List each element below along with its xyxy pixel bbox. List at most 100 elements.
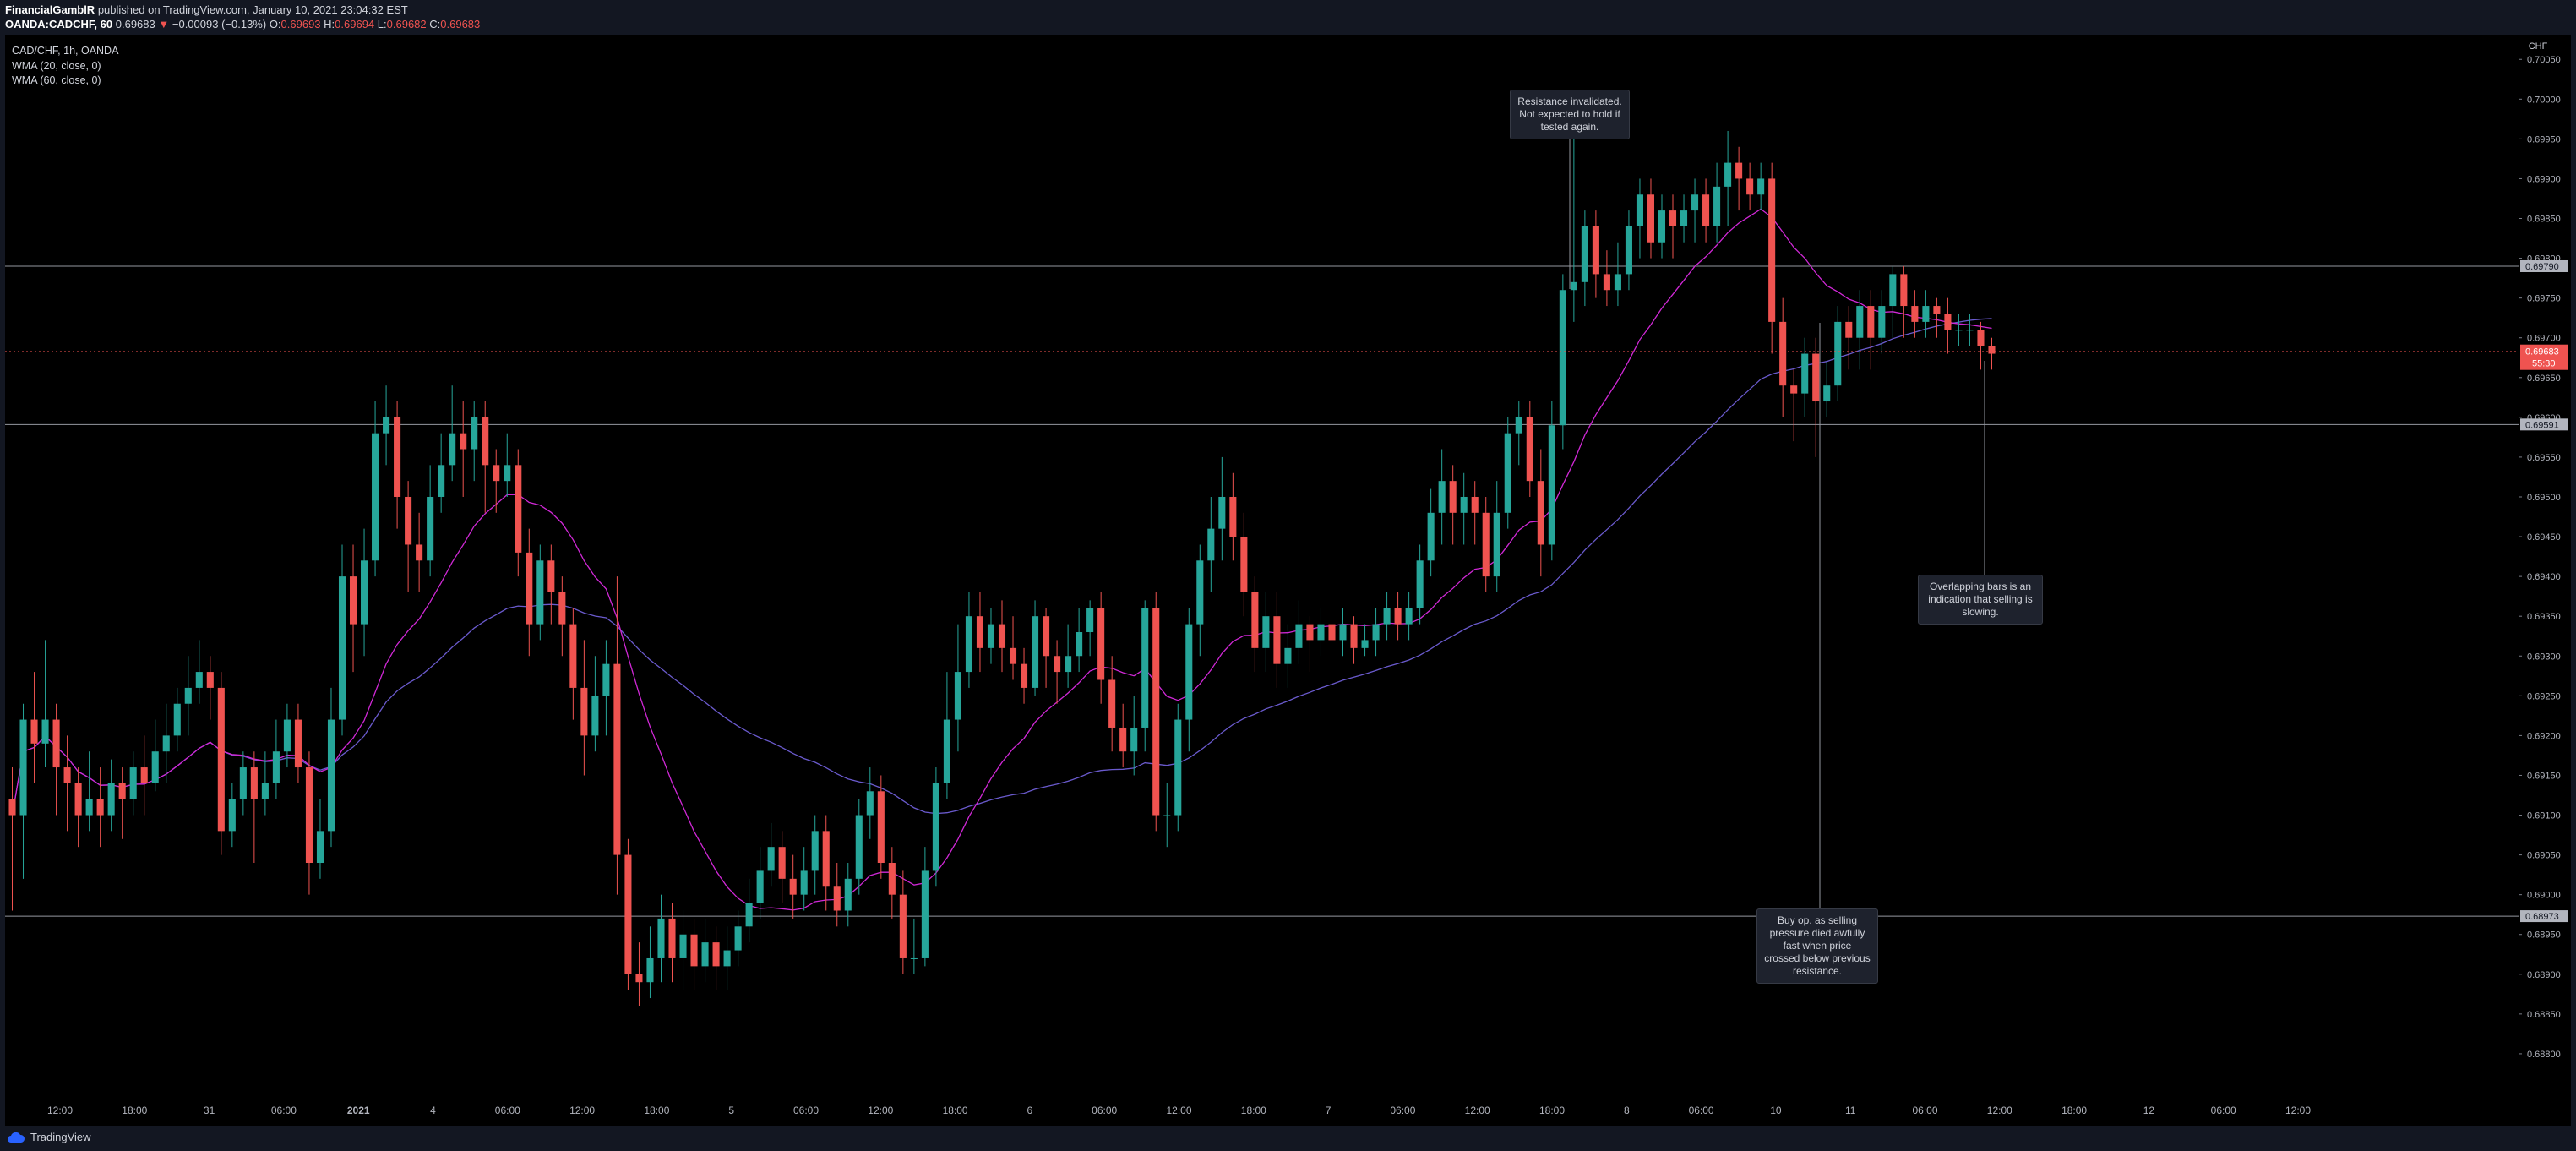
y-tick-label: 0.69550 xyxy=(2527,453,2561,463)
y-tick-label: 0.68800 xyxy=(2527,1050,2561,1060)
x-tick-label: 18:00 xyxy=(943,1105,968,1116)
candle-down xyxy=(1043,616,1050,657)
candle-down xyxy=(217,687,225,832)
y-tick-label: 0.68950 xyxy=(2527,930,2561,941)
candle-up xyxy=(1207,528,1215,561)
candle-up xyxy=(745,903,753,927)
candle-up xyxy=(1504,433,1511,513)
candle-down xyxy=(1449,481,1457,513)
candle-up xyxy=(504,465,511,482)
candle-up xyxy=(1658,210,1666,243)
candle-down xyxy=(493,465,500,482)
candle-up xyxy=(1438,481,1446,513)
candle-up xyxy=(1065,656,1072,673)
x-tick-label: 11 xyxy=(1845,1105,1856,1116)
chart-area[interactable]: CHF 0.70050 0.70000 0.69950 0.69900 0.69850 0.… xyxy=(5,35,2571,1126)
last-price: 0.69683 xyxy=(115,18,155,30)
y-tick-label: 0.69850 xyxy=(2527,215,2561,225)
candle-up xyxy=(1834,321,1842,386)
level-price-label: 0.68973 xyxy=(2525,912,2559,922)
tradingview-logo[interactable]: TradingView xyxy=(7,1131,91,1143)
candle-up xyxy=(866,791,874,816)
candle-up xyxy=(283,719,291,752)
candle-down xyxy=(624,854,632,974)
chart-legend: CAD/CHF, 1h, OANDA WMA (20, close, 0) WM… xyxy=(12,44,118,89)
candle-down xyxy=(1603,274,1610,291)
candle-up xyxy=(1922,306,1930,322)
y-tick-label: 0.69950 xyxy=(2527,134,2561,145)
legend-wma20[interactable]: WMA (20, close, 0) xyxy=(12,59,101,72)
candle-up xyxy=(701,942,709,967)
candle-down xyxy=(1020,663,1028,688)
y-tick-label: 0.69350 xyxy=(2527,612,2561,622)
candle-up xyxy=(1218,496,1226,529)
x-tick-label: 18:00 xyxy=(2061,1105,2087,1116)
candle-up xyxy=(471,417,478,450)
annotation-overlap[interactable]: Overlapping bars is an indication that s… xyxy=(1918,575,2043,625)
candle-down xyxy=(1933,306,1941,314)
candle-up xyxy=(1317,624,1325,641)
candle-down xyxy=(998,624,1006,648)
candle-down xyxy=(30,719,38,744)
y-tick-label: 0.69150 xyxy=(2527,771,2561,781)
candle-up xyxy=(965,616,972,673)
candle-down xyxy=(74,783,82,816)
candle-down xyxy=(822,831,830,887)
close-value: 0.69683 xyxy=(440,18,481,30)
candle-up xyxy=(1383,608,1391,625)
candle-up xyxy=(723,950,731,967)
open-value: 0.69693 xyxy=(280,18,321,30)
candle-up xyxy=(195,672,203,688)
candle-up xyxy=(327,719,335,832)
currency-label: CHF xyxy=(2529,41,2548,52)
candle-down xyxy=(349,576,357,625)
y-tick-label: 0.69700 xyxy=(2527,334,2561,344)
candle-up xyxy=(921,870,929,958)
candle-up xyxy=(1493,512,1500,577)
candle-down xyxy=(1911,306,1919,322)
candle-down xyxy=(250,767,258,799)
candle-down xyxy=(558,592,566,625)
candle-down xyxy=(1537,481,1544,545)
candle-down xyxy=(526,552,533,625)
candle-up xyxy=(239,767,247,799)
candle-down xyxy=(613,663,621,855)
candle-down xyxy=(1746,178,1754,195)
brand-label: TradingView xyxy=(30,1131,91,1143)
tradingview-cloud-icon xyxy=(8,1132,25,1143)
candle-down xyxy=(1526,417,1533,482)
candle-up xyxy=(129,767,137,799)
x-tick-label: 31 xyxy=(204,1105,215,1116)
candle-up xyxy=(1581,226,1588,282)
candle-up xyxy=(361,560,368,625)
candle-up xyxy=(1295,624,1303,648)
x-tick-label: 06:00 xyxy=(271,1105,297,1116)
level-price-tag xyxy=(2520,910,2568,923)
candle-up xyxy=(1405,608,1413,625)
author-name[interactable]: FinancialGamblR xyxy=(5,3,95,16)
high-value: 0.69694 xyxy=(335,18,375,30)
legend-title: CAD/CHF, 1h, OANDA xyxy=(12,45,119,57)
candle-up xyxy=(1460,496,1468,513)
candle-up xyxy=(1262,616,1270,648)
candle-up xyxy=(1636,194,1643,226)
annotation-buy[interactable]: Buy op. as selling pressure died awfully… xyxy=(1756,908,1878,984)
candle-up xyxy=(800,870,808,895)
candle-up xyxy=(1713,186,1721,226)
price-chart[interactable]: CHF 0.70050 0.70000 0.69950 0.69900 0.69850 0.… xyxy=(5,35,2571,1126)
x-tick-label: 06:00 xyxy=(495,1105,520,1116)
annotation-resistance[interactable]: Resistance invalidated. Not expected to … xyxy=(1510,90,1630,139)
x-tick-label: 12:00 xyxy=(1166,1105,1191,1116)
candle-down xyxy=(1944,314,1952,330)
low-label: L: xyxy=(377,18,387,30)
candle-down xyxy=(712,942,720,967)
legend-wma60[interactable]: WMA (60, close, 0) xyxy=(12,74,101,86)
x-tick-label: 06:00 xyxy=(2211,1105,2236,1116)
candle-up xyxy=(1185,624,1193,720)
candle-down xyxy=(1108,679,1116,728)
candle-up xyxy=(1548,425,1555,545)
x-tick-label: 7 xyxy=(1326,1105,1332,1116)
candle-down xyxy=(1394,608,1402,625)
wma20-line xyxy=(11,208,1992,911)
level-price-tag xyxy=(2520,418,2568,431)
